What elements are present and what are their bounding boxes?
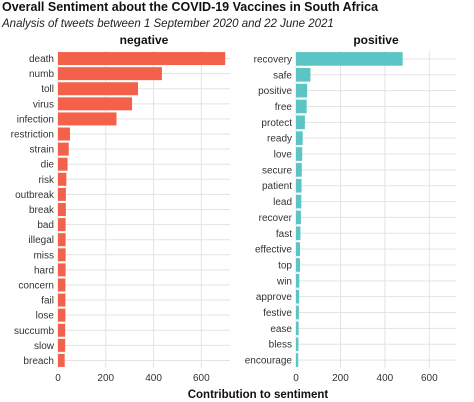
bar-negative-break [58, 203, 66, 216]
category-label-hard: hard [34, 265, 54, 276]
bar-positive-free [296, 99, 307, 114]
category-label-outbreak: outbreak [15, 190, 55, 201]
category-label-bad: bad [37, 220, 54, 231]
bar-positive-encourage [296, 353, 299, 367]
category-label-die: die [41, 160, 55, 171]
bar-positive-recovery [296, 52, 403, 66]
bar-negative-outbreak [58, 187, 66, 201]
bar-negative-infection [58, 112, 117, 126]
facet-label-positive: positive [353, 33, 399, 47]
category-label-illegal: illegal [28, 235, 54, 246]
bar-positive-lead [296, 194, 302, 209]
category-label-top: top [278, 260, 292, 271]
facet-positive: positive recovery safe positive free protect r… [245, 33, 456, 384]
bar-negative-death [58, 52, 226, 66]
bar-negative-concern [58, 278, 66, 292]
bar-negative-restriction [58, 127, 70, 141]
category-label-effective: effective [255, 245, 292, 256]
bar-negative-lose [58, 308, 66, 322]
bar-positive-fast [296, 226, 301, 241]
category-label-secure: secure [262, 165, 292, 176]
x-tick-label: 200 [97, 373, 114, 384]
bar-positive-safe [296, 67, 311, 82]
chart-subtitle: Analysis of tweets between 1 September 2… [1, 18, 334, 30]
bar-positive-recover [296, 210, 301, 225]
x-tick-label: 400 [377, 373, 394, 384]
bar-negative-risk [58, 172, 67, 186]
bar-negative-die [58, 157, 68, 171]
category-label-protect: protect [261, 118, 292, 129]
category-label-slow: slow [34, 341, 55, 352]
category-label-approve: approve [256, 292, 293, 303]
category-label-bless: bless [269, 340, 292, 351]
bar-negative-illegal [58, 233, 66, 247]
bar-positive-top [296, 258, 300, 272]
category-label-ease: ease [270, 324, 292, 335]
category-label-miss: miss [33, 250, 54, 261]
bar-negative-slow [58, 338, 66, 352]
category-label-free: free [275, 102, 293, 113]
bar-negative-numb [58, 67, 162, 81]
category-label-toll: toll [41, 84, 54, 95]
category-label-safe: safe [273, 70, 292, 81]
bar-positive-love [296, 147, 303, 161]
bar-negative-virus [58, 97, 133, 111]
category-label-succumb: succumb [14, 326, 54, 337]
category-label-win: win [276, 276, 292, 287]
bar-negative-toll [58, 82, 139, 96]
chart-title: Overall Sentiment about the COVID-19 Vac… [2, 0, 379, 14]
category-label-strain: strain [30, 145, 54, 156]
bar-positive-patient [296, 178, 302, 193]
bar-positive-win [296, 274, 300, 288]
category-label-fail: fail [41, 296, 54, 307]
category-label-positive: positive [258, 86, 292, 97]
category-label-love: love [274, 150, 293, 161]
bar-positive-ready [296, 131, 303, 145]
x-tick-label: 400 [145, 373, 162, 384]
category-label-festive: festive [263, 308, 292, 319]
bar-negative-hard [58, 263, 66, 277]
category-label-ready: ready [267, 134, 292, 145]
bar-positive-ease [296, 321, 299, 336]
x-tick-label: 0 [55, 373, 61, 384]
category-label-infection: infection [17, 114, 54, 125]
x-tick-label: 600 [421, 373, 438, 384]
category-label-lose: lose [36, 311, 55, 322]
category-label-restriction: restriction [11, 130, 54, 141]
x-tick-label: 200 [332, 373, 349, 384]
category-label-death: death [29, 54, 54, 65]
bar-negative-bad [58, 218, 66, 232]
bar-positive-positive [296, 83, 308, 98]
bar-positive-secure [296, 163, 302, 177]
bar-negative-strain [58, 142, 69, 156]
bar-positive-effective [296, 242, 300, 256]
category-label-breach: breach [23, 356, 54, 367]
category-label-lead: lead [273, 197, 292, 208]
facet-negative: negative death numb toll virus infection restr… [11, 33, 230, 384]
bar-positive-protect [296, 115, 305, 130]
bar-negative-miss [58, 248, 66, 262]
bar-positive-approve [296, 289, 300, 304]
facet-panels: negative death numb toll virus infection restr… [11, 33, 456, 384]
category-label-virus: virus [33, 99, 54, 110]
bar-negative-breach [58, 353, 65, 367]
category-label-fast: fast [276, 229, 292, 240]
bar-positive-bless [296, 337, 299, 352]
category-label-concern: concern [18, 280, 54, 291]
category-label-numb: numb [29, 69, 54, 80]
category-label-risk: risk [38, 175, 55, 186]
category-label-recover: recover [259, 213, 293, 224]
category-label-encourage: encourage [245, 356, 293, 367]
category-label-patient: patient [262, 181, 292, 192]
category-label-recovery: recovery [254, 54, 292, 65]
x-axis-title: Contribution to sentiment [188, 389, 329, 401]
x-tick-label: 0 [293, 373, 299, 384]
facet-label-negative: negative [120, 33, 169, 47]
bar-negative-fail [58, 293, 66, 307]
x-tick-label: 600 [193, 373, 210, 384]
bar-negative-succumb [58, 323, 66, 337]
category-label-break: break [29, 205, 55, 216]
bar-positive-festive [296, 305, 299, 320]
